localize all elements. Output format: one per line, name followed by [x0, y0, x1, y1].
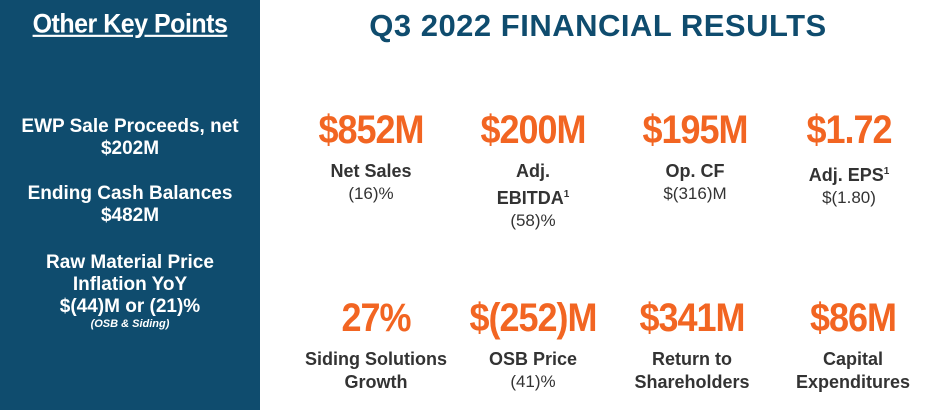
footnote-marker: 1: [883, 166, 890, 177]
key-point-ewp-sale: EWP Sale Proceeds, net $202M: [0, 116, 260, 160]
metric-change: $(1.80): [822, 188, 876, 207]
metric-adj-eps: $1.72 Adj. EPS1 $(1.80): [764, 106, 934, 209]
metric-label-line2: Growth: [344, 372, 408, 392]
metric-label: Capital Expenditures: [768, 348, 936, 394]
metric-label: Net Sales: [330, 161, 412, 181]
metric-value: $200M: [480, 106, 586, 152]
metric-change: $(316)M: [663, 184, 727, 203]
key-point-label: Ending Cash Balances: [27, 183, 233, 204]
metric-value: $341M: [639, 294, 745, 340]
metric-siding-growth: 27% Siding Solutions Growth: [291, 294, 461, 394]
key-point-raw-material: Raw Material Price Inflation YoY $(44)M …: [0, 252, 260, 331]
metric-change: (58)%: [510, 211, 556, 230]
metric-label-line1: Capital: [822, 349, 883, 369]
metric-label: Siding Solutions Growth: [291, 348, 461, 394]
footnote-marker: 1: [563, 189, 570, 200]
metric-return-to-shareholders: $341M Return to Shareholders: [607, 294, 777, 394]
key-point-value: $202M: [100, 138, 160, 159]
metric-value: $852M: [318, 106, 424, 152]
metric-label-line2: Shareholders: [634, 372, 750, 392]
metric-value: $1.72: [806, 106, 892, 152]
metric-adj-ebitda: $200M Adj. EBITDA1 (58)%: [448, 106, 618, 232]
metric-label-line1: Return to: [652, 349, 732, 369]
metric-label: Return to Shareholders: [607, 348, 777, 394]
metric-label-line1: Siding Solutions: [305, 349, 447, 369]
metric-change: (41)%: [510, 372, 556, 391]
page-title: Q3 2022 FINANCIAL RESULTS: [369, 8, 827, 43]
metric-osb-price: $(252)M OSB Price (41)%: [448, 294, 618, 393]
key-point-label-2: Inflation YoY: [72, 274, 188, 295]
metric-label-line2: EBITDA: [496, 188, 564, 208]
key-point-value: $482M: [100, 205, 160, 226]
metric-op-cf: $195M Op. CF $(316)M: [610, 106, 780, 205]
metric-value: $195M: [642, 106, 748, 152]
key-points-sidebar: Other Key Points EWP Sale Proceeds, net …: [0, 0, 260, 410]
key-point-label: Raw Material Price: [46, 252, 214, 273]
metric-change: (16)%: [348, 184, 394, 203]
metric-label: Adj. EPS1: [764, 160, 934, 187]
metric-net-sales: $852M Net Sales (16)%: [286, 106, 456, 205]
key-point-value: $(44)M or (21)%: [59, 296, 201, 317]
metric-value: $86M: [809, 294, 897, 340]
key-point-note: (OSB & Siding): [90, 318, 170, 330]
sidebar-title: Other Key Points: [32, 8, 228, 40]
metric-label-line1: Adj.: [516, 161, 550, 181]
key-point-label: EWP Sale Proceeds, net: [21, 116, 239, 137]
metric-value: $(252)M: [469, 294, 597, 340]
metric-label-line1: Adj. EPS: [808, 165, 884, 185]
metric-label: Op. CF: [665, 161, 725, 181]
metric-capex: $86M Capital Expenditures: [768, 294, 936, 394]
metric-label: OSB Price: [488, 349, 578, 369]
key-point-ending-cash: Ending Cash Balances $482M: [0, 183, 260, 227]
metric-label-line2: Expenditures: [795, 372, 911, 392]
metric-value: 27%: [341, 294, 411, 340]
metric-label: Adj. EBITDA1: [448, 160, 618, 210]
